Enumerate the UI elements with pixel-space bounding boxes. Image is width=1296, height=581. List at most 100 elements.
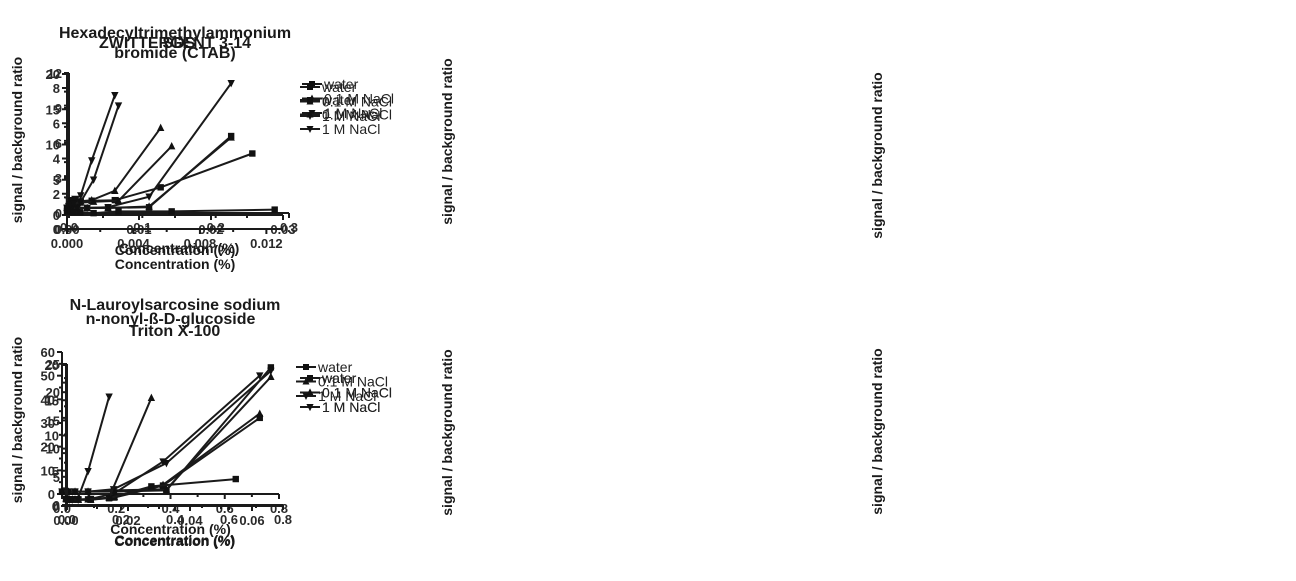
square-marker-icon — [168, 208, 175, 215]
y-tick-label: 6 — [53, 116, 60, 131]
chart-lauroylsarcosine: N-Lauroylsarcosine sodium 0 5 10 15 20 25 0.0 0.… — [46, 290, 1292, 580]
y-axis-label: signal / background ratio — [9, 337, 25, 503]
y-tick-label: 0 — [53, 208, 60, 223]
square-marker-icon — [307, 375, 313, 381]
triangle-down-marker-icon — [73, 496, 82, 504]
legend-label: 0.1 M NaCl — [318, 374, 388, 390]
triangle-down-marker-icon — [69, 200, 78, 208]
x-tick-label: 0.3 — [280, 220, 298, 235]
triangle-down-marker-icon — [77, 192, 85, 200]
y-tick-label: 20 — [45, 358, 59, 373]
y-tick-label: 0 — [53, 498, 60, 513]
square-marker-icon — [271, 206, 278, 213]
chart-zwittergent: ZWITTERGENT 3-14 0 5 10 15 20 0.00 0.01 0.02 0.03… — [46, 0, 862, 290]
chart-ctab: Hexadecyltrimethylammonium bromide (CTAB)… — [51, 0, 1292, 290]
triangle-up-marker-icon — [267, 372, 275, 381]
y-tick-label: 20 — [46, 67, 60, 82]
triangle-down-marker-icon — [84, 488, 92, 496]
y-tick-label: 15 — [45, 393, 59, 408]
legend-label: 0.1 M NaCl — [322, 107, 392, 123]
x-axis-label: Concentration (%) — [115, 242, 236, 258]
y-tick-label: 25 — [46, 357, 60, 372]
triangle-down-marker-icon — [104, 204, 112, 212]
legend-label: 0.1 M NaCl — [322, 385, 392, 401]
y-tick-label: 5 — [52, 464, 59, 479]
series-1-m-nacl — [63, 102, 123, 213]
y-axis-label: signal / background ratio — [869, 348, 885, 514]
legend-label: 1 M NaCl — [322, 121, 380, 137]
y-tick-label: 15 — [46, 102, 60, 117]
triangle-up-marker-icon — [89, 197, 98, 205]
triangle-down-marker-icon — [71, 488, 79, 496]
triangle-up-marker-icon — [114, 196, 123, 204]
y-tick-label: 40 — [41, 392, 55, 407]
legend-item: 1 M NaCl — [300, 399, 380, 415]
legend-item: 1 M NaCl — [296, 388, 376, 404]
legend-label: 1 M NaCl — [324, 105, 382, 121]
triangle-down-marker-icon — [88, 157, 96, 165]
triangle-down-marker-icon — [306, 404, 314, 411]
y-tick-label: 2 — [53, 187, 60, 202]
triangle-down-marker-icon — [267, 367, 275, 376]
y-tick-label: 20 — [46, 385, 60, 400]
legend-label: 1 M NaCl — [322, 399, 380, 415]
x-tick-label: 0.2 — [112, 512, 130, 527]
y-tick-label: 6 — [55, 136, 62, 151]
x-axis-label: Concentration (%) — [115, 256, 236, 272]
x-axis-label: Concentration (%) — [110, 521, 231, 537]
square-marker-icon — [256, 414, 263, 422]
legend-label: water — [317, 359, 353, 375]
y-tick-label: 10 — [46, 138, 60, 153]
series-1-m-nacl — [58, 367, 275, 496]
triangle-down-marker-icon — [68, 496, 77, 504]
x-tick-label: 0.004 — [117, 236, 150, 251]
legend-label: water — [321, 370, 357, 386]
legend-label: water — [321, 92, 357, 108]
square-marker-icon — [90, 209, 97, 217]
x-tick-label: 0.1 — [133, 220, 151, 235]
y-tick-label: 50 — [41, 369, 55, 384]
triangle-down-marker-icon — [83, 204, 91, 213]
legend-item: water — [300, 370, 357, 386]
y-tick-label: 10 — [46, 442, 60, 457]
chart-title: bromide (CTAB) — [114, 45, 235, 62]
x-tick-label: 0.0 — [60, 220, 78, 235]
y-tick-label: 0 — [53, 222, 60, 237]
triangle-up-marker-icon — [306, 110, 314, 118]
legend-label: 0.1 M NaCl — [324, 91, 394, 107]
x-axis-label: Concentration (%) — [115, 532, 236, 548]
triangle-down-marker-icon — [159, 458, 167, 466]
triangle-up-marker-icon — [302, 377, 310, 385]
square-marker-icon — [303, 364, 309, 370]
square-marker-icon — [157, 184, 164, 191]
series-1-m-nacl — [65, 91, 119, 206]
y-tick-label: 30 — [41, 416, 55, 431]
x-tick-label: 0.06 — [239, 513, 264, 528]
y-tick-label: 15 — [46, 413, 60, 428]
square-marker-icon — [115, 208, 122, 215]
x-tick-label: 0.6 — [220, 512, 238, 527]
x-tick-label: 0.0 — [58, 512, 76, 527]
legend-item: water — [296, 359, 353, 375]
triangle-down-marker-icon — [114, 102, 123, 110]
triangle-down-marker-icon — [111, 91, 119, 100]
y-tick-label: 8 — [53, 81, 60, 96]
triangle-up-marker-icon — [306, 388, 314, 396]
y-tick-label: 60 — [41, 345, 55, 360]
y-tick-label: 20 — [41, 440, 55, 455]
chart-title: Hexadecyltrimethylammonium — [59, 25, 291, 42]
y-tick-label: 0 — [52, 499, 59, 514]
x-tick-label: 0.008 — [184, 236, 217, 251]
triangle-up-marker-icon — [156, 123, 165, 132]
legend-label: 1 M NaCl — [322, 108, 380, 124]
x-axis-label: Concentration (%) — [114, 533, 235, 549]
chart-title: Triton X-100 — [129, 323, 221, 340]
legend-item: water — [300, 79, 357, 95]
chart-title: N-Lauroylsarcosine sodium — [70, 297, 281, 314]
triangle-up-marker-icon — [162, 485, 171, 493]
legend-item: 1 M NaCl — [300, 121, 380, 137]
